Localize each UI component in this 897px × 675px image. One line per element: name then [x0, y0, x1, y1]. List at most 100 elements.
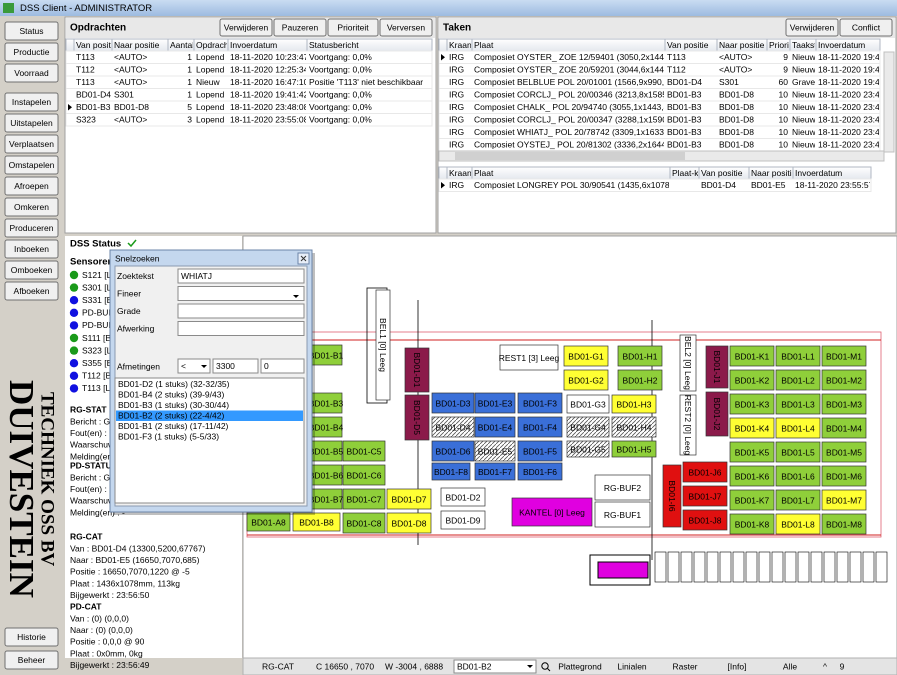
input[interactable]: [177, 286, 305, 301]
cell-label[interactable]: BD01-L8: [781, 519, 815, 529]
nav-button[interactable]: [4, 21, 59, 41]
cell-label[interactable]: BD01-H1: [623, 351, 658, 361]
nav-button[interactable]: [4, 197, 59, 217]
storage-cell[interactable]: [729, 513, 775, 535]
nav-button[interactable]: [4, 650, 59, 670]
toolbar-button-label[interactable]: Pauzeren: [282, 22, 319, 32]
toolbar-button[interactable]: [785, 18, 839, 37]
nav-button-label[interactable]: Instapelen: [12, 97, 51, 107]
cell-label[interactable]: BD01-F7: [478, 467, 512, 477]
storage-cell[interactable]: [440, 510, 486, 530]
storage-cell[interactable]: [474, 416, 516, 438]
cell-label[interactable]: BD01-F6: [523, 467, 557, 477]
cell-label[interactable]: BD01-B1: [309, 350, 344, 360]
toolbar-button[interactable]: [379, 18, 433, 37]
toolbar-button-label[interactable]: Conflict: [852, 22, 881, 32]
cell-label[interactable]: BD01-B3: [309, 398, 344, 408]
cell-label[interactable]: BD01-C8: [347, 518, 382, 528]
cell-label[interactable]: BD01-B8: [299, 517, 334, 527]
toolbar-button-label[interactable]: Verwijderen: [790, 22, 835, 32]
storage-cell[interactable]: [474, 392, 516, 414]
toolbar-button[interactable]: [273, 18, 327, 37]
storage-cell[interactable]: [386, 488, 432, 510]
nav-button[interactable]: [4, 239, 59, 259]
storage-cell[interactable]: [775, 489, 821, 511]
input[interactable]: [177, 303, 305, 319]
storage-cell[interactable]: [821, 417, 867, 439]
nav-button[interactable]: [4, 281, 59, 301]
storage-cell[interactable]: [517, 416, 563, 438]
cell-label[interactable]: BD01-B5: [309, 446, 344, 456]
storage-cell[interactable]: [566, 394, 610, 414]
storage-cell[interactable]: [821, 393, 867, 415]
toolbar-button-label[interactable]: Prioriteit: [337, 22, 369, 32]
nav-button-label[interactable]: Verplaatsen: [9, 139, 54, 149]
storage-cell[interactable]: [566, 416, 610, 438]
nav-button[interactable]: [4, 176, 59, 196]
storage-cell[interactable]: [821, 465, 867, 487]
status-item[interactable]: [Info]: [728, 661, 747, 671]
storage-cell[interactable]: [292, 512, 341, 532]
storage-cell[interactable]: [729, 465, 775, 487]
toolbar-button[interactable]: [839, 18, 893, 37]
cell-label[interactable]: BD01-J7: [688, 491, 721, 501]
status-item[interactable]: Linialen: [617, 661, 647, 671]
storage-cell[interactable]: [404, 394, 430, 441]
storage-cell[interactable]: [431, 416, 475, 438]
input[interactable]: [212, 358, 259, 374]
storage-cell[interactable]: [662, 464, 682, 528]
storage-cell[interactable]: [682, 485, 728, 507]
nav-button-label[interactable]: Afroepen: [14, 181, 49, 191]
cell-label[interactable]: BD01-K2: [735, 375, 770, 385]
storage-cell[interactable]: [729, 417, 775, 439]
cell-label[interactable]: BD01-F8: [434, 467, 468, 477]
nav-button[interactable]: [4, 92, 59, 112]
storage-cell[interactable]: [431, 392, 475, 414]
cell-label[interactable]: REST2 [0] Leeg: [683, 395, 693, 456]
storage-cell[interactable]: [517, 462, 563, 481]
storage-cell[interactable]: [594, 474, 651, 501]
cell-label[interactable]: BD01-F3: [523, 398, 557, 408]
result-item[interactable]: BD01-F3 (1 stuks) (5-5/33): [118, 431, 219, 441]
location-select[interactable]: [453, 659, 537, 674]
nav-button-label[interactable]: Voorraad: [14, 68, 49, 78]
cell-label[interactable]: BD01-D5: [412, 400, 422, 435]
nav-button-label[interactable]: Omkeren: [14, 202, 49, 212]
cell-label[interactable]: BD01-D6: [436, 446, 471, 456]
nav-button-label[interactable]: Omboeken: [11, 265, 53, 275]
cell-label[interactable]: BD01-M8: [826, 519, 862, 529]
storage-cell[interactable]: [775, 393, 821, 415]
location-value[interactable]: BD01-B2: [457, 661, 492, 671]
table-row[interactable]: [65, 113, 433, 127]
cell-label[interactable]: BD01-L6: [781, 471, 815, 481]
storage-cell[interactable]: [705, 345, 729, 389]
storage-cell[interactable]: [729, 441, 775, 463]
storage-cell[interactable]: [821, 513, 867, 535]
cell-label[interactable]: BEL2 [0] Leeg: [683, 336, 693, 390]
table-row[interactable]: [438, 178, 872, 192]
cell-label[interactable]: BD01-M5: [826, 447, 862, 457]
result-item[interactable]: BD01-B3 (1 stuks) (30-30/44): [118, 400, 229, 410]
input[interactable]: [177, 268, 305, 284]
nav-button-label[interactable]: Uitstapelen: [10, 118, 53, 128]
cell-label[interactable]: BD01-C6: [347, 470, 382, 480]
cell-label[interactable]: BEL1 [0] Leeg: [378, 318, 388, 372]
cell-label[interactable]: BD01-F5: [523, 446, 557, 456]
cell-label[interactable]: BD01-J8: [688, 515, 721, 525]
cell-label[interactable]: BD01-M4: [826, 423, 862, 433]
cell-label[interactable]: BD01-I6: [667, 480, 677, 511]
storage-cell[interactable]: [775, 513, 821, 535]
storage-cell[interactable]: [611, 394, 657, 414]
cell-label[interactable]: RG-BUF2: [604, 483, 642, 493]
storage-cell[interactable]: [679, 394, 697, 456]
status-item[interactable]: Alle: [783, 661, 797, 671]
nav-button[interactable]: [4, 113, 59, 133]
cell-label[interactable]: BD01-D4: [436, 422, 471, 432]
cell-label[interactable]: BD01-L2: [781, 375, 815, 385]
cell-label[interactable]: REST1 [3] Leeg: [499, 353, 560, 363]
storage-cell[interactable]: [511, 497, 593, 527]
cell-label[interactable]: BD01-L1: [781, 351, 815, 361]
storage-cell[interactable]: [617, 369, 663, 391]
cell-label[interactable]: BD01-K5: [735, 447, 770, 457]
cell-label[interactable]: BD01-M3: [826, 399, 862, 409]
